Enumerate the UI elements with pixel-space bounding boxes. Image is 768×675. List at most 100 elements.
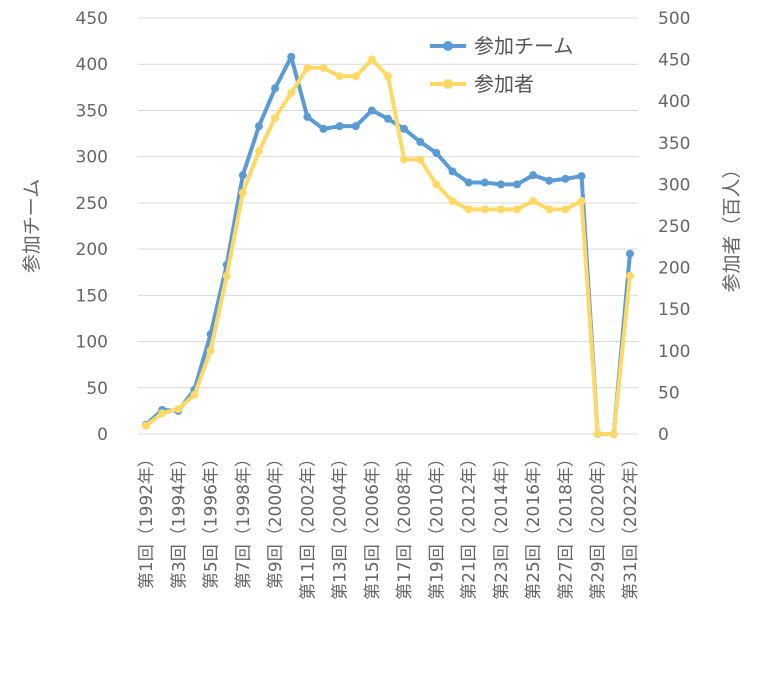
data-point (190, 390, 199, 399)
data-point (432, 148, 441, 157)
data-point (577, 172, 586, 181)
right-tick-label: 300 (658, 175, 690, 195)
left-tick-label: 450 (76, 9, 108, 29)
right-tick-label: 400 (658, 92, 690, 112)
data-point (400, 155, 409, 164)
right-axis-title: 参加者（百人） (721, 159, 743, 292)
x-tick-label: 第15回（2006年） (363, 450, 383, 600)
data-point (545, 205, 554, 214)
x-tick-label: 第3回（1994年） (169, 450, 189, 589)
left-tick-label: 300 (76, 148, 108, 168)
data-point (448, 167, 457, 176)
data-point (142, 421, 151, 430)
data-point (319, 124, 328, 133)
left-tick-label: 100 (76, 333, 108, 353)
data-point (464, 178, 473, 187)
x-tick-label: 第7回（1998年） (234, 450, 254, 589)
x-tick-label: 第9回（2000年） (266, 450, 286, 589)
right-tick-label: 450 (658, 51, 690, 71)
data-point (222, 271, 231, 280)
right-tick-label: 50 (658, 383, 680, 403)
data-point (625, 271, 634, 280)
data-point (174, 405, 183, 414)
data-point (287, 52, 296, 61)
legend-item: 参加チーム (430, 34, 573, 58)
data-point (416, 137, 425, 146)
x-axis-ticks: 第1回（1992年） 第3回（1994年） 第5回（1996年） 第7回（1998年）… (137, 450, 641, 600)
legend-label: 参加チーム (474, 34, 573, 58)
data-point (254, 147, 263, 156)
data-point (367, 106, 376, 115)
x-tick-label: 第5回（1996年） (202, 450, 222, 589)
data-point (432, 180, 441, 189)
right-tick-label: 100 (658, 342, 690, 362)
data-point (367, 55, 376, 64)
left-axis-title: 参加チーム (21, 179, 43, 273)
legend-item: 参加者 (430, 72, 534, 96)
data-point (238, 171, 247, 180)
data-point (351, 122, 360, 131)
data-point (335, 122, 344, 131)
x-tick-label: 第27回（2018年） (556, 450, 576, 600)
left-tick-label: 150 (76, 286, 108, 306)
data-point (480, 205, 489, 214)
data-point (496, 205, 505, 214)
legend-label: 参加者 (474, 72, 534, 96)
data-point (384, 114, 392, 123)
series-group (142, 52, 634, 438)
right-tick-label: 500 (658, 9, 690, 29)
data-point (400, 124, 409, 133)
left-axis-ticks: 0 50 100 150 200 250 300 350 400 450 (76, 9, 108, 445)
x-tick-label: 第19回（2010年） (427, 450, 447, 600)
data-point (254, 122, 263, 131)
right-tick-label: 200 (658, 259, 690, 279)
data-point (513, 205, 522, 214)
x-tick-label: 第1回（1992年） (137, 450, 157, 589)
data-point (513, 180, 522, 189)
data-point (335, 72, 344, 81)
data-point (561, 174, 570, 183)
data-point (351, 72, 360, 81)
data-point (448, 197, 457, 206)
legend-swatch-marker (443, 41, 453, 51)
left-tick-label: 350 (76, 101, 108, 121)
data-point (464, 205, 473, 214)
data-point (593, 430, 602, 438)
left-tick-label: 50 (86, 379, 108, 399)
data-point (609, 430, 618, 438)
data-point (158, 409, 167, 418)
data-point (303, 112, 312, 121)
series-2 (142, 55, 634, 438)
right-tick-label: 150 (658, 300, 690, 320)
data-point (496, 180, 505, 189)
data-point (271, 113, 280, 122)
data-point (287, 88, 296, 97)
x-tick-label: 第31回（2022年） (621, 450, 641, 600)
data-point (561, 205, 570, 214)
x-tick-label: 第13回（2004年） (331, 450, 351, 600)
data-point (625, 249, 634, 258)
data-point (577, 197, 586, 206)
right-tick-label: 0 (658, 425, 669, 445)
legend-swatch-marker (443, 79, 453, 89)
series-line (144, 54, 632, 436)
data-point (529, 171, 538, 180)
right-axis-ticks: 0 50 100 150 200 250 300 350 400 450 500 (658, 9, 690, 445)
x-tick-label: 第11回（2002年） (298, 450, 318, 600)
data-point (303, 63, 312, 72)
right-tick-label: 250 (658, 217, 690, 237)
x-tick-label: 第21回（2012年） (460, 450, 480, 600)
data-point (319, 63, 328, 72)
data-point (238, 188, 247, 197)
data-point (384, 72, 392, 81)
x-tick-label: 第25回（2016年） (524, 450, 544, 600)
data-point (271, 84, 280, 93)
data-point (416, 155, 425, 164)
right-tick-label: 350 (658, 134, 690, 154)
left-tick-label: 250 (76, 194, 108, 214)
x-tick-label: 第29回（2020年） (589, 450, 609, 600)
left-tick-label: 200 (76, 240, 108, 260)
left-tick-label: 0 (97, 425, 108, 445)
